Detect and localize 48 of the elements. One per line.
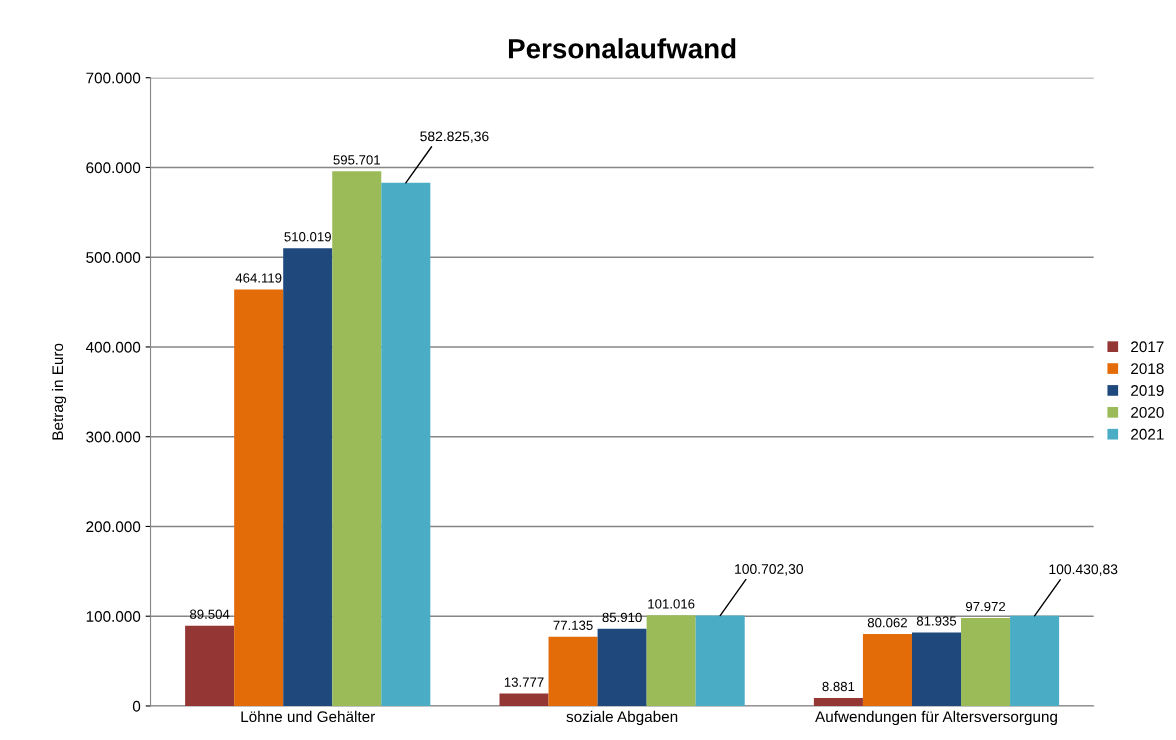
bar	[1010, 615, 1060, 706]
x-tick-label: soziale Abgaben	[566, 710, 678, 726]
bar	[813, 697, 863, 706]
bar	[283, 248, 333, 706]
bar	[499, 693, 549, 706]
bar	[695, 615, 745, 706]
y-tick-label: 700.000	[86, 72, 141, 84]
y-tick-label: 500.000	[86, 252, 141, 263]
legend-label: 2017	[1131, 341, 1164, 353]
y-tick-label: 300.000	[86, 431, 141, 443]
x-tick-label: Löhne und Gehälter	[241, 710, 375, 723]
data-label: 89.504	[190, 609, 230, 619]
y-tick-label: 0	[132, 700, 141, 712]
bar	[911, 632, 962, 706]
bar	[862, 634, 912, 706]
x-tick-label: Aufwendungen für Altersversorgung	[815, 710, 1057, 726]
bar	[381, 182, 431, 706]
legend-label: 2018	[1131, 363, 1164, 375]
data-label: 81.935	[916, 616, 957, 626]
legend-label: 2021	[1131, 428, 1164, 440]
data-label: 13.777	[504, 677, 544, 687]
bar	[961, 618, 1011, 706]
data-label: 100.702,30	[735, 564, 804, 576]
bar	[332, 171, 382, 706]
bar	[597, 628, 647, 706]
legend-label: 2020	[1131, 406, 1164, 418]
data-label: 80.062	[867, 617, 907, 628]
data-label: 510.019	[284, 232, 331, 242]
y-tick-label: 200.000	[86, 521, 141, 533]
y-tick-label: 400.000	[85, 341, 141, 353]
bar	[548, 636, 598, 706]
bar	[185, 625, 235, 706]
data-label: 464.119	[235, 273, 282, 283]
data-label: 85.910	[602, 612, 642, 623]
data-label: 595.701	[333, 155, 380, 165]
data-label: 582.825,36	[420, 131, 489, 143]
data-label: 97.972	[965, 601, 1006, 612]
data-label: 101.016	[648, 599, 695, 609]
bar	[234, 289, 284, 706]
legend-label: 2019	[1131, 385, 1164, 396]
y-tick-label: 600.000	[86, 162, 141, 174]
data-label: 77.135	[553, 620, 593, 630]
y-tick-label: 100.000	[86, 611, 141, 622]
y-axis-title: Betrag in Euro	[51, 343, 67, 440]
data-label: 100.430,83	[1049, 564, 1118, 576]
bar	[646, 615, 696, 706]
data-label: 8.881	[822, 681, 855, 692]
chart-title: Personalaufwand	[508, 38, 736, 59]
